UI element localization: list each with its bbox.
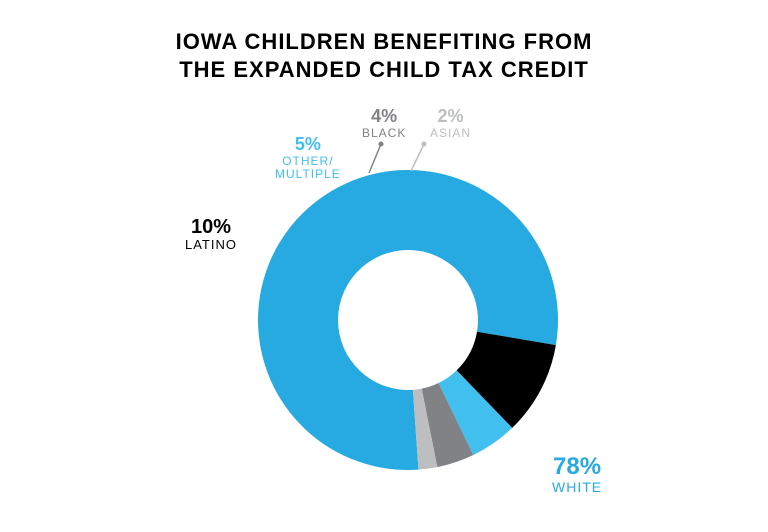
label-white-pct: 78% xyxy=(552,454,602,480)
label-black-pct: 4% xyxy=(362,107,406,127)
label-latino-text: LATINO xyxy=(185,238,237,252)
title-line-2: THE EXPANDED CHILD TAX CREDIT xyxy=(179,57,589,82)
donut-chart xyxy=(254,166,562,474)
label-white-text: WHITE xyxy=(552,480,602,495)
label-latino: 10% LATINO xyxy=(185,216,237,252)
label-black-text: BLACK xyxy=(362,127,406,140)
label-asian-pct: 2% xyxy=(430,107,471,127)
chart-title: IOWA CHILDREN BENEFITING FROM THE EXPAND… xyxy=(0,28,768,83)
label-other-text: OTHER/ MULTIPLE xyxy=(275,155,341,181)
chart-stage: IOWA CHILDREN BENEFITING FROM THE EXPAND… xyxy=(0,0,768,532)
label-latino-pct: 10% xyxy=(185,216,237,238)
label-asian: 2% ASIAN xyxy=(430,107,471,140)
label-black: 4% BLACK xyxy=(362,107,406,140)
label-other: 5% OTHER/ MULTIPLE xyxy=(275,135,341,181)
title-line-1: IOWA CHILDREN BENEFITING FROM xyxy=(176,29,593,54)
label-asian-text: ASIAN xyxy=(430,127,471,140)
label-white: 78% WHITE xyxy=(552,454,602,496)
label-other-pct: 5% xyxy=(275,135,341,155)
